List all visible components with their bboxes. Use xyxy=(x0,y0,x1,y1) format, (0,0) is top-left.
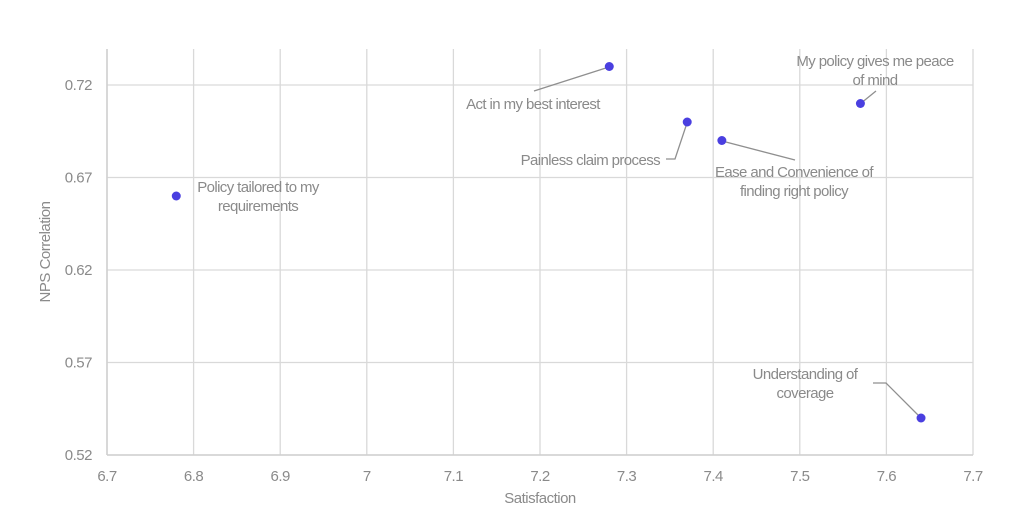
axes xyxy=(106,49,973,456)
point-annotations: Policy tailored to my requirements Act in … xyxy=(197,53,954,402)
x-tick-label: 6.7 xyxy=(97,468,117,485)
x-tick-label: 7 xyxy=(363,468,371,485)
data-point xyxy=(171,191,181,201)
y-tick-label: 0.72 xyxy=(65,77,92,94)
point-label: Policy tailored to my requirements xyxy=(197,179,320,215)
x-tick-label: 6.8 xyxy=(184,468,204,485)
x-tick-label: 7.3 xyxy=(617,468,637,485)
y-tick-label: 0.57 xyxy=(65,355,92,372)
leader-line xyxy=(873,382,922,419)
y-axis-label: NPS Correlation xyxy=(37,201,54,302)
point-label: Ease and Convenience of finding right pol… xyxy=(715,164,874,200)
x-axis-ticks: 6.7 6.8 6.9 7 7.1 7.2 7.3 7.4 7.5 7.6 7.7 xyxy=(97,468,983,485)
data-point xyxy=(916,413,926,423)
leader-line xyxy=(666,122,688,160)
data-point xyxy=(682,117,692,127)
x-tick-label: 7.2 xyxy=(530,468,550,485)
point-label: My policy gives me peace of mind xyxy=(796,53,954,89)
data-point xyxy=(855,99,865,108)
point-label: Understanding of coverage xyxy=(753,366,859,402)
y-tick-label: 0.52 xyxy=(65,447,92,464)
y-axis-ticks: 0.52 0.57 0.62 0.67 0.72 xyxy=(65,77,93,464)
x-tick-label: 7.1 xyxy=(444,468,464,485)
data-point xyxy=(717,136,727,145)
x-tick-label: 7.4 xyxy=(704,468,724,485)
data-point xyxy=(604,62,614,71)
x-tick-label: 6.9 xyxy=(271,468,291,485)
data-points xyxy=(171,62,926,423)
y-tick-label: 0.67 xyxy=(65,170,92,187)
x-tick-label: 7.5 xyxy=(790,468,810,485)
x-axis-label: Satisfaction xyxy=(504,490,576,507)
annotation-leader-lines xyxy=(533,66,922,419)
x-tick-label: 7.7 xyxy=(963,468,983,485)
leader-line xyxy=(721,140,796,161)
x-tick-label: 7.6 xyxy=(877,468,897,485)
point-label: Act in my best interest xyxy=(466,96,601,113)
y-tick-label: 0.62 xyxy=(65,262,92,279)
point-label: Painless claim process xyxy=(521,152,660,169)
leader-line xyxy=(533,66,610,92)
